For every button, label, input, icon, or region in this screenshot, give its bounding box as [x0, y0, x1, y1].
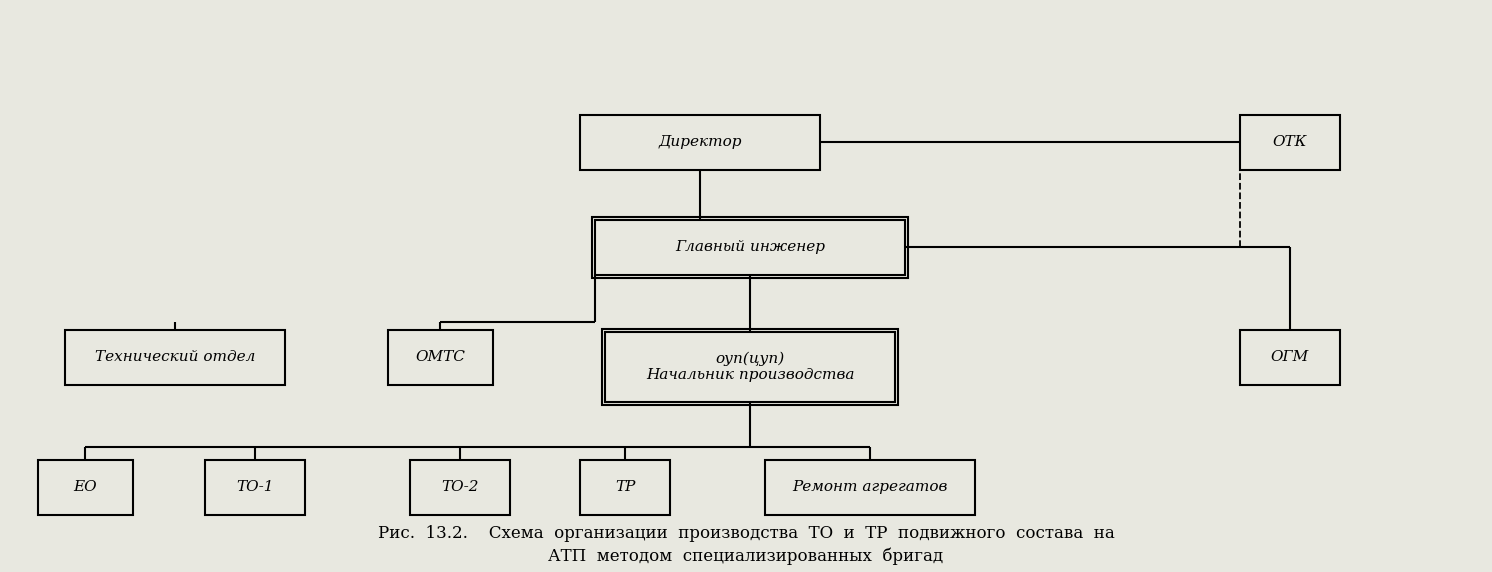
Text: ОМТС: ОМТС: [415, 350, 466, 364]
FancyBboxPatch shape: [592, 216, 909, 277]
FancyBboxPatch shape: [204, 459, 304, 514]
FancyBboxPatch shape: [66, 329, 285, 384]
FancyBboxPatch shape: [595, 220, 906, 275]
Text: Технический отдел: Технический отдел: [95, 350, 255, 364]
FancyBboxPatch shape: [410, 459, 510, 514]
Text: ТР: ТР: [615, 480, 636, 494]
Text: ТО-2: ТО-2: [442, 480, 479, 494]
Text: АТП  методом  специализированных  бригад: АТП методом специализированных бригад: [549, 547, 943, 565]
FancyBboxPatch shape: [765, 459, 974, 514]
FancyBboxPatch shape: [1240, 114, 1340, 169]
FancyBboxPatch shape: [37, 459, 133, 514]
FancyBboxPatch shape: [1240, 329, 1340, 384]
Text: ОГМ: ОГМ: [1271, 350, 1308, 364]
FancyBboxPatch shape: [580, 459, 670, 514]
Text: Рис.  13.2.    Схема  организации  производства  ТО  и  ТР  подвижного  состава : Рис. 13.2. Схема организации производств…: [377, 526, 1115, 542]
Text: ОТК: ОТК: [1273, 135, 1307, 149]
Text: ТО-1: ТО-1: [236, 480, 273, 494]
FancyBboxPatch shape: [388, 329, 492, 384]
Text: ЕО: ЕО: [73, 480, 97, 494]
FancyBboxPatch shape: [580, 114, 821, 169]
Text: Ремонт агрегатов: Ремонт агрегатов: [792, 480, 947, 494]
Text: Главный инженер: Главный инженер: [674, 240, 825, 254]
FancyBboxPatch shape: [604, 332, 895, 402]
FancyBboxPatch shape: [601, 329, 898, 405]
Text: Директор: Директор: [658, 135, 742, 149]
Text: оуп(цуп)
Начальник производства: оуп(цуп) Начальник производства: [646, 352, 855, 382]
